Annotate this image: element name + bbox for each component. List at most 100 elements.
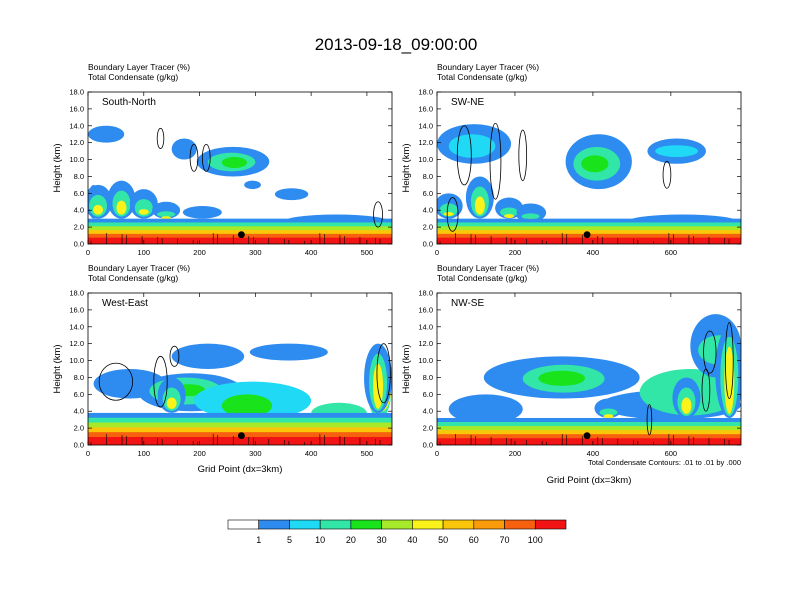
y-tick-label: 4.0 — [423, 407, 433, 416]
y-tick-label: 10.0 — [418, 356, 433, 365]
convective-plume-peak — [681, 397, 692, 414]
condensate-contour — [446, 197, 459, 232]
x-tick-label: 200 — [193, 248, 206, 257]
y-tick-label: 6.0 — [74, 189, 84, 198]
x-tick-label: 300 — [249, 449, 262, 458]
tracer-layer — [538, 370, 586, 386]
x-tick-label: 100 — [138, 449, 151, 458]
condensate-contour — [725, 322, 734, 399]
y-tick-label: 0.0 — [423, 441, 433, 450]
convective-plume-core — [500, 207, 519, 217]
y-axis-label: Height (km) — [401, 143, 412, 192]
colorbar-segment — [381, 519, 413, 530]
tracer-layer — [88, 125, 125, 143]
y-tick-label: 0.0 — [423, 240, 433, 249]
panel-west-east: Boundary Layer Tracer (%)Total Condensat… — [52, 263, 393, 475]
plot-frame — [87, 292, 393, 446]
colorbar-segment — [227, 519, 260, 530]
y-tick-label: 16.0 — [69, 305, 84, 314]
y-tick-label: 14.0 — [418, 121, 433, 130]
condensate-contour — [646, 404, 653, 436]
x-tick-label: 0 — [435, 248, 439, 257]
colorbar-label: 30 — [377, 535, 387, 545]
y-tick-label: 8.0 — [74, 172, 84, 181]
x-tick-label: 100 — [138, 248, 151, 257]
tracer-layer — [171, 343, 245, 370]
tracer-layer — [448, 134, 496, 158]
y-tick-label: 12.0 — [69, 339, 84, 348]
panel-header-line: Total Condensate (g/kg) — [88, 72, 178, 82]
panel-header-line: Boundary Layer Tracer (%) — [437, 62, 539, 72]
colorbar-segment — [258, 519, 290, 530]
y-tick-label: 6.0 — [423, 390, 433, 399]
y-tick-label: 12.0 — [418, 138, 433, 147]
convective-plume-core — [599, 408, 618, 416]
convective-plume-peak — [116, 200, 127, 215]
y-tick-label: 16.0 — [418, 104, 433, 113]
condensate-contour — [376, 343, 391, 404]
plot-frame — [87, 91, 393, 245]
y-tick-label: 10.0 — [69, 356, 84, 365]
x-tick-label: 0 — [435, 449, 439, 458]
convective-plume-peak — [474, 196, 485, 215]
tracer-layer — [182, 206, 222, 219]
convective-plume-peak — [724, 346, 735, 414]
panel-header-line: Total Condensate (g/kg) — [437, 273, 527, 283]
colorbar-label: 5 — [287, 535, 292, 545]
condensate-contour — [373, 201, 383, 228]
colorbar-label: 70 — [500, 535, 510, 545]
condensate-contour — [153, 355, 168, 408]
condensate-contour — [701, 368, 711, 412]
colorbar-segment — [319, 519, 352, 530]
y-tick-label: 2.0 — [74, 424, 84, 433]
condensate-contour — [169, 345, 180, 367]
y-tick-label: 14.0 — [69, 322, 84, 331]
panel-header-line: Total Condensate (g/kg) — [437, 72, 527, 82]
x-tick-label: 600 — [665, 449, 678, 458]
y-axis-label: Height (km) — [52, 344, 63, 393]
colorbar-label: 20 — [346, 535, 356, 545]
boundary-layer-band — [88, 436, 392, 445]
colorbar-segment — [534, 519, 567, 530]
condensate-contour — [489, 122, 502, 200]
x-tick-label: 200 — [509, 449, 522, 458]
y-tick-label: 10.0 — [418, 155, 433, 164]
y-tick-label: 8.0 — [423, 373, 433, 382]
convective-plume-peak — [504, 214, 515, 219]
y-tick-label: 16.0 — [69, 104, 84, 113]
panels: Boundary Layer Tracer (%)Total Condensat… — [52, 62, 742, 486]
convective-plume-core — [521, 213, 540, 220]
location-marker — [583, 231, 591, 239]
y-tick-label: 2.0 — [74, 223, 84, 232]
y-tick-label: 14.0 — [418, 322, 433, 331]
y-tick-label: 16.0 — [418, 305, 433, 314]
y-tick-label: 18.0 — [69, 289, 84, 298]
y-tick-label: 4.0 — [423, 206, 433, 215]
y-tick-label: 0.0 — [74, 240, 84, 249]
location-marker — [237, 231, 245, 239]
condensate-contour — [518, 129, 528, 182]
colorbar-label: 10 — [315, 535, 325, 545]
x-tick-label: 0 — [86, 248, 90, 257]
convective-plume-peak — [373, 363, 384, 409]
contour-note: Total Condensate Contours: .01 to .01 by… — [588, 458, 741, 467]
condensate-contour — [156, 127, 165, 149]
panel-header-line: Boundary Layer Tracer (%) — [88, 263, 190, 273]
colorbar-segment — [442, 519, 475, 530]
x-tick-label: 200 — [193, 449, 206, 458]
panel-nw-se: Boundary Layer Tracer (%)Total Condensat… — [401, 263, 742, 486]
plot-area — [88, 92, 392, 244]
x-tick-label: 600 — [665, 248, 678, 257]
colorbar-segment — [473, 519, 505, 530]
panel-label: South-North — [102, 97, 156, 108]
plot-area — [437, 92, 741, 244]
convective-plume-peak — [603, 414, 614, 419]
colorbar-label: 100 — [528, 535, 543, 545]
x-tick-label: 300 — [249, 248, 262, 257]
location-marker — [583, 432, 591, 440]
y-tick-label: 4.0 — [74, 206, 84, 215]
tracer-layer — [655, 145, 699, 158]
y-tick-label: 0.0 — [74, 441, 84, 450]
colorbar-label: 40 — [407, 535, 417, 545]
